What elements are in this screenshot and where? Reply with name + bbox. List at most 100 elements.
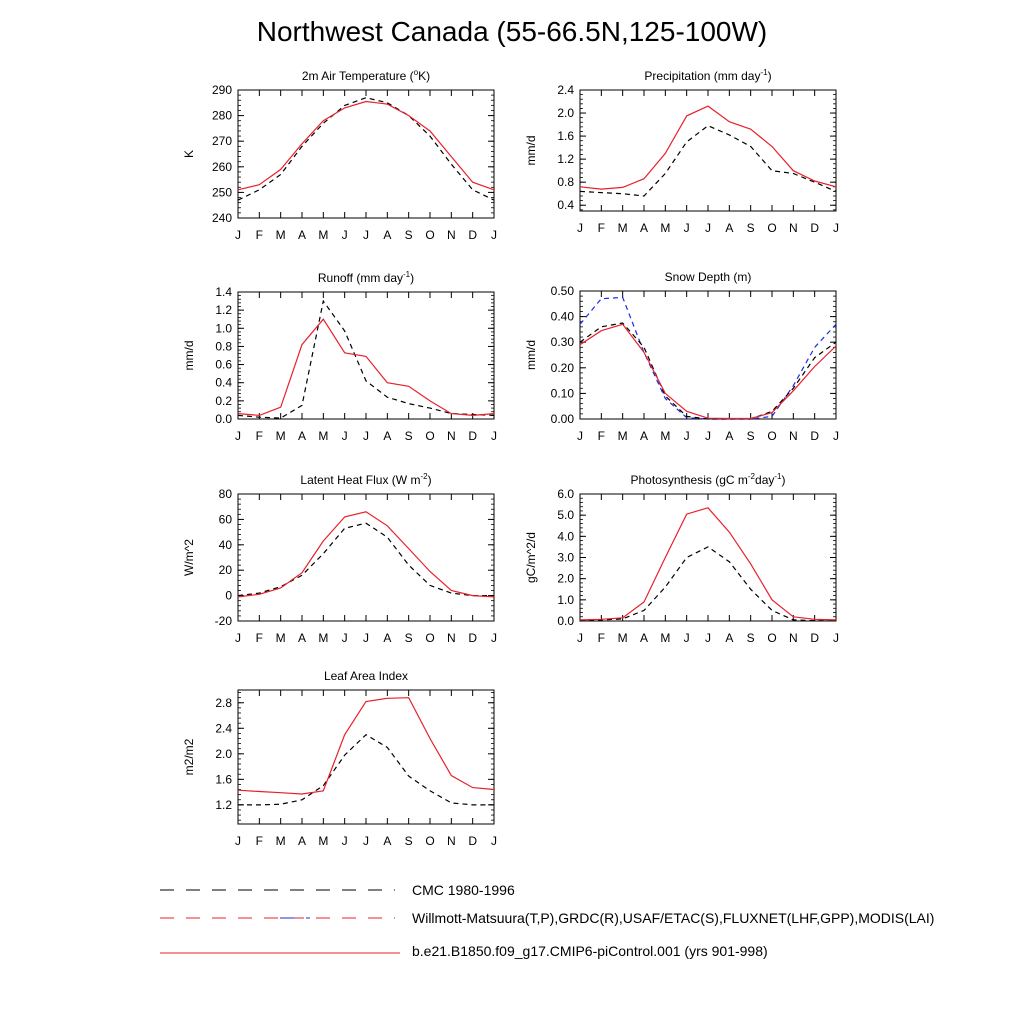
x-tick-label: M [618,429,628,443]
y-tick-label: 3.0 [557,551,574,565]
x-tick-label: N [789,429,798,443]
x-tick-label: N [789,221,798,235]
y-tick-label: 1.6 [215,772,232,786]
y-tick-label: 250 [212,185,232,199]
panel-title: Photosynthesis (gC m-2day-1) [631,472,786,487]
y-tick-label: 2.4 [215,721,232,735]
x-tick-label: F [256,631,263,645]
legend-label: Willmott-Matsuura(T,P),GRDC(R),USAF/ETAC… [412,910,934,926]
x-tick-label: J [705,221,711,235]
panel-1: 2m Air Temperature (oK) K 240 250 260 270 280 2… [182,68,497,242]
x-tick-label: A [383,834,391,848]
x-tick-label: J [342,631,348,645]
x-tick-label: A [298,228,306,242]
series-line-model [579,105,837,190]
x-tick-label: A [298,631,306,645]
plot-frame [237,291,495,420]
y-axis-label: m2/m2 [182,738,196,775]
x-tick-label: J [684,221,690,235]
x-tick-label: M [318,631,328,645]
x-tick-label: J [235,228,241,242]
x-tick-label: J [577,631,583,645]
y-tick-label: 0.4 [557,198,574,212]
x-tick-label: J [363,631,369,645]
legend: CMC 1980-1996 Willmott-Matsuura(T,P),GRDC… [160,882,934,959]
panel-title: Latent Heat Flux (W m-2) [300,472,431,487]
x-tick-label: M [276,834,286,848]
y-tick-label: 20 [219,563,233,577]
x-tick-label: F [256,834,263,848]
y-tick-label: 1.6 [557,129,574,143]
y-axis-label: mm/d [524,136,538,166]
x-tick-label: S [747,429,755,443]
y-axis-label: mm/d [182,341,196,371]
panel-title: Leaf Area Index [324,669,408,683]
panel-title: Precipitation (mm day-1) [644,68,771,83]
series-line-model [237,697,495,795]
y-tick-label: 1.0 [215,321,232,335]
y-axis-label: mm/d [524,340,538,370]
y-tick-label: 0.2 [215,394,232,408]
y-tick-label: 0.00 [551,412,575,426]
x-tick-label: A [725,221,733,235]
y-tick-label: 280 [212,109,232,123]
panel-6: Photosynthesis (gC m-2day-1) gC/m^2/d 0.0 1… [524,472,839,645]
y-tick-label: 1.0 [557,593,574,607]
y-tick-label: 2.0 [557,572,574,586]
x-tick-label: F [256,228,263,242]
x-tick-label: M [276,429,286,443]
y-tick-label: 0.30 [551,335,575,349]
x-tick-label: F [598,221,605,235]
y-axis-label: gC/m^2/d [524,532,538,583]
x-tick-label: M [660,429,670,443]
x-tick-label: A [640,429,648,443]
x-tick-label: O [767,631,776,645]
x-tick-label: N [447,429,456,443]
series-line-obs [579,125,837,197]
panel-title: Snow Depth (m) [665,270,752,284]
y-tick-label: 0.0 [215,412,232,426]
series-line-model [237,100,495,191]
y-tick-label: 1.4 [215,285,232,299]
legend-label: CMC 1980-1996 [412,882,515,898]
y-tick-label: 270 [212,134,232,148]
x-tick-label: J [363,834,369,848]
x-tick-label: J [235,429,241,443]
series-line-obs [238,733,494,806]
x-tick-label: J [491,228,497,242]
series-line-obs [237,299,495,419]
y-axis-label: W/m^2 [182,539,196,576]
x-tick-label: D [810,429,819,443]
x-tick-label: D [468,429,477,443]
x-tick-label: D [468,631,477,645]
figure-title: Northwest Canada (55-66.5N,125-100W) [256,16,768,47]
series-line-obs [579,322,837,420]
plot-frame [579,290,837,420]
y-tick-label: 2.8 [215,696,232,710]
x-tick-label: A [383,631,391,645]
x-tick-label: A [383,429,391,443]
y-tick-label: 40 [219,538,233,552]
x-tick-label: J [342,429,348,443]
y-tick-label: 240 [212,211,232,225]
x-tick-label: A [298,834,306,848]
x-tick-label: M [660,631,670,645]
y-tick-label: -20 [215,614,233,628]
x-tick-label: O [425,631,434,645]
panel-5: Latent Heat Flux (W m-2) W/m^2 -20 0 20 40 60 8… [182,472,497,645]
x-tick-label: J [235,834,241,848]
x-tick-label: J [705,631,711,645]
x-tick-label: F [598,631,605,645]
x-tick-label: M [276,631,286,645]
y-tick-label: 1.2 [557,152,574,166]
y-tick-label: 0.40 [551,310,575,324]
x-tick-label: A [640,631,648,645]
y-tick-label: 80 [219,487,233,501]
x-tick-label: A [725,631,733,645]
x-tick-label: D [810,631,819,645]
x-tick-label: J [491,631,497,645]
x-tick-label: J [363,429,369,443]
y-tick-label: 0.0 [557,614,574,628]
x-tick-label: A [383,228,391,242]
x-tick-label: J [833,631,839,645]
